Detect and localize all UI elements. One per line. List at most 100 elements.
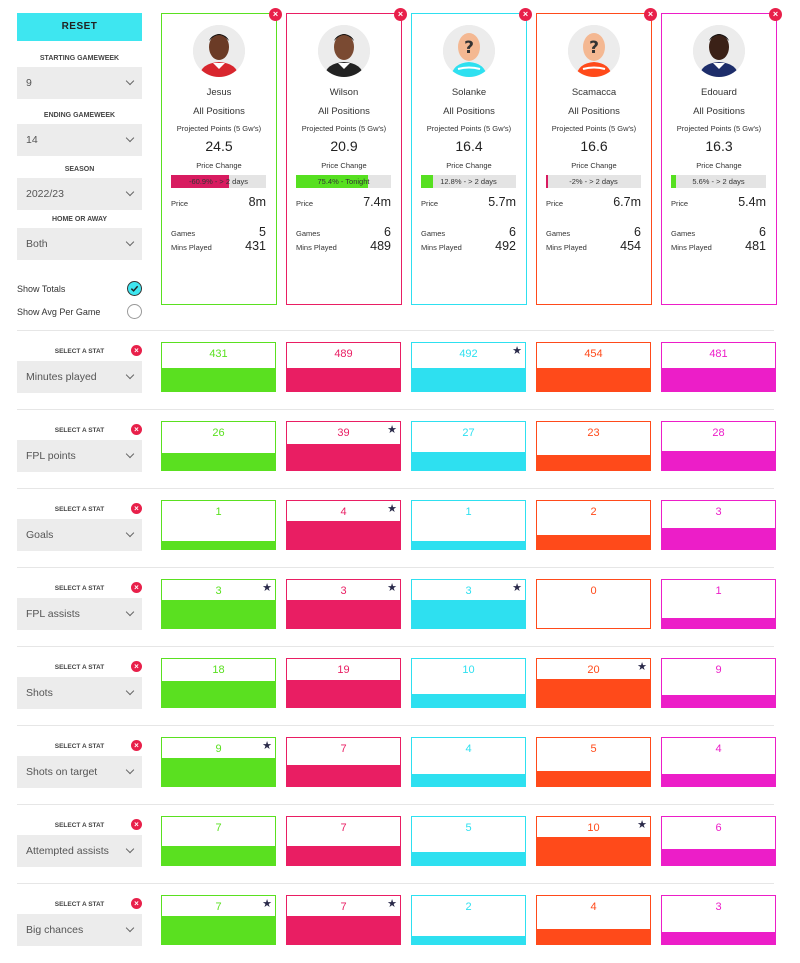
star-icon: ★	[387, 503, 397, 515]
stat-select-value: FPL assists	[26, 608, 80, 620]
remove-player-icon[interactable]: ×	[269, 8, 282, 21]
stat-bar-fill	[537, 770, 650, 786]
projected-points-value: 16.4	[455, 138, 483, 154]
filter-select[interactable]: 2022/23	[17, 178, 142, 210]
radio-icon[interactable]	[127, 304, 142, 319]
stat-select[interactable]: Attempted assists	[17, 835, 142, 867]
select-stat-label: SELECT A STAT	[54, 664, 105, 671]
filter-value: 2022/23	[26, 188, 64, 200]
chevron-down-icon	[125, 923, 135, 933]
stat-value: 431	[209, 348, 228, 360]
player-avatar: ?	[443, 25, 495, 77]
remove-player-icon[interactable]: ×	[519, 8, 532, 21]
stat-value: 9	[215, 743, 222, 755]
stat-select[interactable]: Minutes played	[17, 361, 142, 393]
reset-button[interactable]: RESET	[17, 13, 142, 41]
player-card: × Wilson All Positions Projected Points (5 …	[286, 8, 407, 305]
player-card: × Jesus All Positions Projected Points (5 G…	[161, 8, 282, 305]
filter-select[interactable]: Both	[17, 228, 142, 260]
chevron-down-icon	[125, 765, 135, 775]
stat-bar-fill	[412, 851, 525, 865]
stat-select[interactable]: FPL assists	[17, 598, 142, 630]
stat-value-box: 39 ★	[286, 421, 401, 471]
stat-select[interactable]: Shots on target	[17, 756, 142, 788]
stat-value: 6	[715, 822, 722, 834]
stat-value: 23	[587, 427, 600, 439]
chevron-down-icon	[125, 187, 135, 197]
stat-bar-fill	[287, 916, 400, 944]
stat-select-value: Attempted assists	[26, 845, 109, 857]
row-divider	[17, 883, 774, 884]
stat-bar-fill	[662, 848, 775, 865]
select-stat-label: SELECT A STAT	[54, 585, 105, 592]
price-value: 7.4m	[363, 195, 391, 209]
player-name: Scamacca	[571, 87, 617, 98]
stat-select-value: FPL points	[26, 450, 76, 462]
stat-value-box: 431	[161, 342, 276, 392]
stat-select[interactable]: Shots	[17, 677, 142, 709]
price-change-bar: 5.6% - > 2 days	[671, 175, 766, 188]
projected-points-value: 16.3	[705, 138, 733, 154]
games-label: Games	[546, 229, 571, 238]
remove-stat-icon[interactable]: ×	[131, 424, 142, 435]
remove-stat-icon[interactable]: ×	[131, 740, 142, 751]
stat-bar-fill	[287, 845, 400, 865]
row-divider	[17, 488, 774, 489]
remove-player-icon[interactable]: ×	[644, 8, 657, 21]
player-position: All Positions	[193, 106, 245, 117]
remove-player-icon[interactable]: ×	[394, 8, 407, 21]
games-value: 6	[634, 225, 641, 239]
stat-value-box: 20 ★	[536, 658, 651, 708]
toggle-1[interactable]: Show Avg Per Game	[17, 304, 142, 319]
stat-bar-fill	[412, 541, 525, 549]
mins-value: 489	[370, 239, 391, 253]
stat-bar-fill	[287, 600, 400, 628]
stat-value: 7	[340, 743, 347, 755]
projected-points-label: Projected Points (5 Gw's)	[176, 124, 262, 133]
stat-value: 1	[465, 506, 472, 518]
chevron-down-icon	[125, 528, 135, 538]
remove-stat-icon[interactable]: ×	[131, 661, 142, 672]
remove-stat-icon[interactable]: ×	[131, 582, 142, 593]
remove-stat-icon[interactable]: ×	[131, 819, 142, 830]
checked-radio-icon[interactable]	[127, 281, 142, 296]
stat-select[interactable]: Big chances	[17, 914, 142, 946]
price-change-bar: -2% - > 2 days	[546, 175, 641, 188]
select-stat-label: SELECT A STAT	[54, 506, 105, 513]
games-label: Games	[171, 229, 196, 238]
toggle-0[interactable]: Show Totals	[17, 281, 142, 296]
filter-label: ENDING GAMEWEEK	[43, 112, 116, 119]
filter-select[interactable]: 14	[17, 124, 142, 156]
stat-value: 492	[459, 348, 478, 360]
stat-select[interactable]: FPL points	[17, 440, 142, 472]
filter-select[interactable]: 9	[17, 67, 142, 99]
mins-label: Mins Played	[546, 243, 587, 252]
stat-bar-fill	[162, 600, 275, 628]
remove-player-icon[interactable]: ×	[769, 8, 782, 21]
chevron-down-icon	[125, 76, 135, 86]
stat-value: 9	[715, 664, 722, 676]
stat-value: 0	[590, 585, 597, 597]
filter-1: ENDING GAMEWEEK 14	[17, 112, 142, 156]
remove-stat-icon[interactable]: ×	[131, 898, 142, 909]
stat-bar-fill	[662, 527, 775, 549]
chevron-down-icon	[125, 686, 135, 696]
remove-stat-icon[interactable]: ×	[131, 503, 142, 514]
toggle-label: Show Avg Per Game	[17, 306, 101, 317]
star-icon: ★	[262, 898, 272, 910]
star-icon: ★	[512, 345, 522, 357]
stat-bar-fill	[162, 452, 275, 470]
stat-value: 3	[465, 585, 472, 597]
mins-value: 431	[245, 239, 266, 253]
star-icon: ★	[387, 898, 397, 910]
star-icon: ★	[512, 582, 522, 594]
mins-label: Mins Played	[171, 243, 212, 252]
stat-select[interactable]: Goals	[17, 519, 142, 551]
stat-value: 27	[462, 427, 475, 439]
player-name: Jesus	[206, 87, 232, 98]
price-change-fill	[296, 175, 368, 188]
player-avatar	[193, 25, 245, 77]
row-divider	[17, 330, 774, 331]
stat-select-value: Goals	[26, 529, 54, 541]
remove-stat-icon[interactable]: ×	[131, 345, 142, 356]
